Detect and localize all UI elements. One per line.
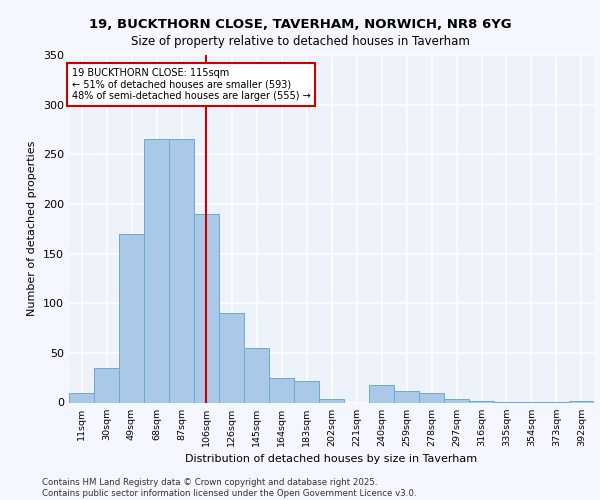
- Bar: [144, 140, 169, 402]
- Bar: [119, 234, 144, 402]
- Bar: [444, 398, 469, 402]
- X-axis label: Distribution of detached houses by size in Taverham: Distribution of detached houses by size …: [185, 454, 478, 464]
- Bar: [194, 214, 219, 402]
- Bar: [394, 390, 419, 402]
- Bar: [319, 398, 344, 402]
- Bar: [244, 348, 269, 403]
- Text: 19, BUCKTHORN CLOSE, TAVERHAM, NORWICH, NR8 6YG: 19, BUCKTHORN CLOSE, TAVERHAM, NORWICH, …: [89, 18, 511, 30]
- Bar: [469, 400, 494, 402]
- Bar: [294, 380, 319, 402]
- Bar: [94, 368, 119, 402]
- Bar: [569, 400, 594, 402]
- Bar: [219, 313, 244, 402]
- Y-axis label: Number of detached properties: Number of detached properties: [28, 141, 37, 316]
- Bar: [69, 392, 94, 402]
- Text: Contains HM Land Registry data © Crown copyright and database right 2025.
Contai: Contains HM Land Registry data © Crown c…: [42, 478, 416, 498]
- Bar: [369, 384, 394, 402]
- Text: Size of property relative to detached houses in Taverham: Size of property relative to detached ho…: [131, 35, 469, 48]
- Text: 19 BUCKTHORN CLOSE: 115sqm
← 51% of detached houses are smaller (593)
48% of sem: 19 BUCKTHORN CLOSE: 115sqm ← 51% of deta…: [71, 68, 310, 101]
- Bar: [419, 392, 444, 402]
- Bar: [269, 378, 294, 402]
- Bar: [169, 140, 194, 402]
